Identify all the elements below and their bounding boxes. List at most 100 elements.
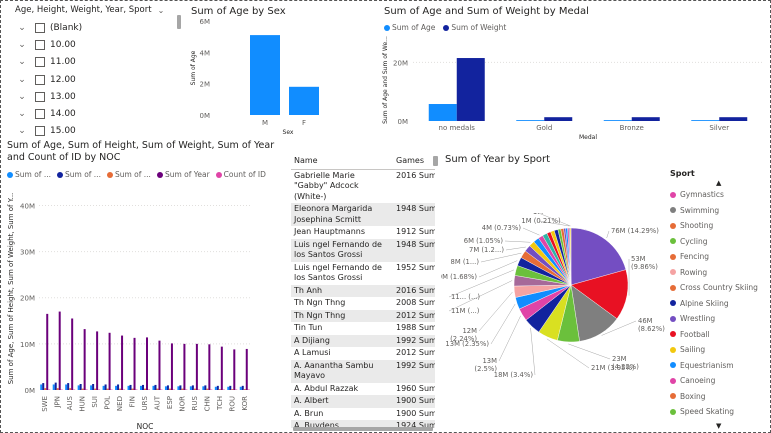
bar-ROU-0[interactable] bbox=[227, 386, 230, 390]
bar-ROU-2[interactable] bbox=[231, 389, 234, 390]
bar-KOR-2[interactable] bbox=[243, 389, 246, 390]
bar-ROU-1[interactable] bbox=[229, 385, 232, 390]
sport-legend-item[interactable]: Equestrianism bbox=[670, 358, 758, 374]
table-row[interactable]: Luis ngel Fernando de los Santos Grossi 1… bbox=[291, 262, 435, 285]
noc-legend-item[interactable]: Sum of Year bbox=[156, 170, 210, 179]
sport-legend-item[interactable]: Shooting bbox=[670, 218, 758, 234]
chevron-down-icon[interactable]: ⌄ bbox=[18, 91, 26, 102]
sport-legend-item[interactable]: Wrestling bbox=[670, 311, 758, 327]
bar-Silver-0[interactable] bbox=[691, 120, 720, 121]
sport-legend-item[interactable]: Football bbox=[670, 327, 758, 343]
noc-legend-item[interactable]: Sum of ... bbox=[56, 170, 101, 179]
bar-CHN-1[interactable] bbox=[204, 385, 207, 390]
bar-CHN-0[interactable] bbox=[202, 386, 205, 390]
bar-no-medals-0[interactable] bbox=[428, 104, 457, 121]
bar-NOR-1[interactable] bbox=[179, 385, 182, 390]
bar-AUT-2[interactable] bbox=[156, 388, 159, 390]
table-row[interactable]: Luis ngel Fernando de los Santos Grossi 1… bbox=[291, 238, 435, 262]
noc-legend-item[interactable]: Count of ID bbox=[215, 170, 266, 179]
table-row[interactable]: Tin Tun 1988 Sumn bbox=[291, 322, 435, 335]
bar-Gold-1[interactable] bbox=[544, 117, 573, 121]
bar-NOR-0[interactable] bbox=[177, 386, 180, 390]
bar-URS-0[interactable] bbox=[140, 385, 142, 390]
checkbox[interactable] bbox=[35, 109, 45, 120]
chevron-down-icon[interactable]: ⌄ bbox=[18, 57, 26, 68]
bar-HUN-1[interactable] bbox=[79, 384, 82, 390]
bar-SWE-2[interactable] bbox=[44, 388, 47, 390]
noc-legend-item[interactable]: Sum of ... bbox=[106, 170, 151, 179]
bar-AUS-3[interactable] bbox=[71, 318, 74, 390]
bar-JPN-2[interactable] bbox=[56, 388, 59, 390]
checkbox[interactable] bbox=[35, 74, 45, 85]
legend-scroll-up-icon[interactable]: ▲ bbox=[716, 179, 722, 187]
table-row[interactable]: Th Ngn Thng 2008 Sumn bbox=[291, 297, 435, 310]
medal-legend-item[interactable]: Sum of Age bbox=[384, 23, 435, 32]
bar-POL-3[interactable] bbox=[108, 332, 111, 390]
slicer-item[interactable]: ⌄ 15.00 bbox=[15, 123, 187, 140]
table-row[interactable]: Jean Hauptmanns 1912 Sumn bbox=[291, 226, 435, 239]
checkbox[interactable] bbox=[35, 39, 45, 50]
bar-Bronze-0[interactable] bbox=[603, 120, 632, 121]
bar-SWE-0[interactable] bbox=[40, 384, 43, 390]
bar-M[interactable] bbox=[250, 35, 280, 115]
checkbox[interactable] bbox=[35, 57, 45, 68]
checkbox[interactable] bbox=[35, 126, 45, 137]
bar-NOR-2[interactable] bbox=[181, 388, 184, 390]
chevron-down-icon[interactable]: ⌄ bbox=[18, 74, 26, 85]
bar-POL-1[interactable] bbox=[104, 384, 107, 390]
bar-no-medals-1[interactable] bbox=[456, 58, 485, 121]
checkbox[interactable] bbox=[35, 91, 45, 102]
slicer-scrollbar[interactable] bbox=[177, 15, 181, 29]
bar-RUS-0[interactable] bbox=[189, 386, 192, 390]
bar-JPN-0[interactable] bbox=[52, 384, 55, 390]
bar-NED-0[interactable] bbox=[115, 385, 118, 390]
pie-slice[interactable] bbox=[570, 227, 627, 286]
bar-Bronze-1[interactable] bbox=[631, 117, 660, 121]
chevron-down-icon[interactable]: ⌄ bbox=[18, 22, 26, 33]
table-scrollbar[interactable] bbox=[433, 156, 438, 166]
column-header-name[interactable]: Name bbox=[291, 153, 393, 170]
bar-SUI-3[interactable] bbox=[96, 331, 99, 390]
sport-legend-item[interactable]: Cycling bbox=[670, 234, 758, 250]
bar-FIN-2[interactable] bbox=[131, 388, 134, 390]
slicer-item[interactable]: ⌄ 12.00 bbox=[15, 71, 187, 88]
bar-SWE-3[interactable] bbox=[46, 313, 49, 390]
table-row[interactable]: A Lamusi 2012 Sumn bbox=[291, 347, 435, 360]
pie-slice[interactable] bbox=[569, 227, 572, 286]
bar-SWE-1[interactable] bbox=[42, 383, 45, 390]
bar-AUT-0[interactable] bbox=[152, 385, 155, 390]
slicer-item[interactable]: ⌄ 13.00 bbox=[15, 88, 187, 105]
bar-URS-2[interactable] bbox=[144, 388, 146, 390]
bar-ESP-1[interactable] bbox=[166, 385, 169, 390]
bar-ESP-3[interactable] bbox=[170, 343, 173, 390]
bar-NED-2[interactable] bbox=[119, 388, 122, 390]
medal-legend-item[interactable]: Sum of Weight bbox=[443, 23, 506, 32]
table-row[interactable]: Gabrielle Marie "Gabby" Adcock (White-) 2… bbox=[291, 169, 435, 203]
sport-legend-item[interactable]: Speed Skating bbox=[670, 404, 758, 420]
slicer-item[interactable]: ⌄ (Blank) bbox=[15, 19, 187, 36]
chevron-down-icon[interactable]: ⌄ bbox=[18, 126, 26, 137]
slicer-header[interactable]: Age, Height, Weight, Year, Sport ⌄ bbox=[15, 5, 187, 15]
sport-legend-item[interactable]: Canoeing bbox=[670, 373, 758, 389]
bar-RUS-3[interactable] bbox=[195, 343, 198, 390]
bar-F[interactable] bbox=[289, 86, 319, 115]
bar-HUN-2[interactable] bbox=[81, 388, 84, 390]
legend-scroll-down-icon[interactable]: ▼ bbox=[716, 422, 722, 430]
bar-TCH-1[interactable] bbox=[216, 385, 219, 390]
bar-URS-1[interactable] bbox=[142, 384, 144, 390]
bar-URS-3[interactable] bbox=[146, 337, 148, 390]
bar-FIN-0[interactable] bbox=[127, 385, 130, 390]
bar-HUN-0[interactable] bbox=[77, 385, 80, 390]
bar-JPN-3[interactable] bbox=[58, 311, 61, 390]
bar-Silver-1[interactable] bbox=[719, 117, 748, 121]
bar-AUT-1[interactable] bbox=[154, 384, 157, 390]
bar-AUS-2[interactable] bbox=[69, 388, 72, 390]
bar-TCH-3[interactable] bbox=[220, 346, 223, 390]
bar-RUS-2[interactable] bbox=[193, 388, 196, 390]
chevron-down-icon[interactable]: ⌄ bbox=[18, 39, 26, 50]
bar-TCH-0[interactable] bbox=[214, 386, 217, 390]
